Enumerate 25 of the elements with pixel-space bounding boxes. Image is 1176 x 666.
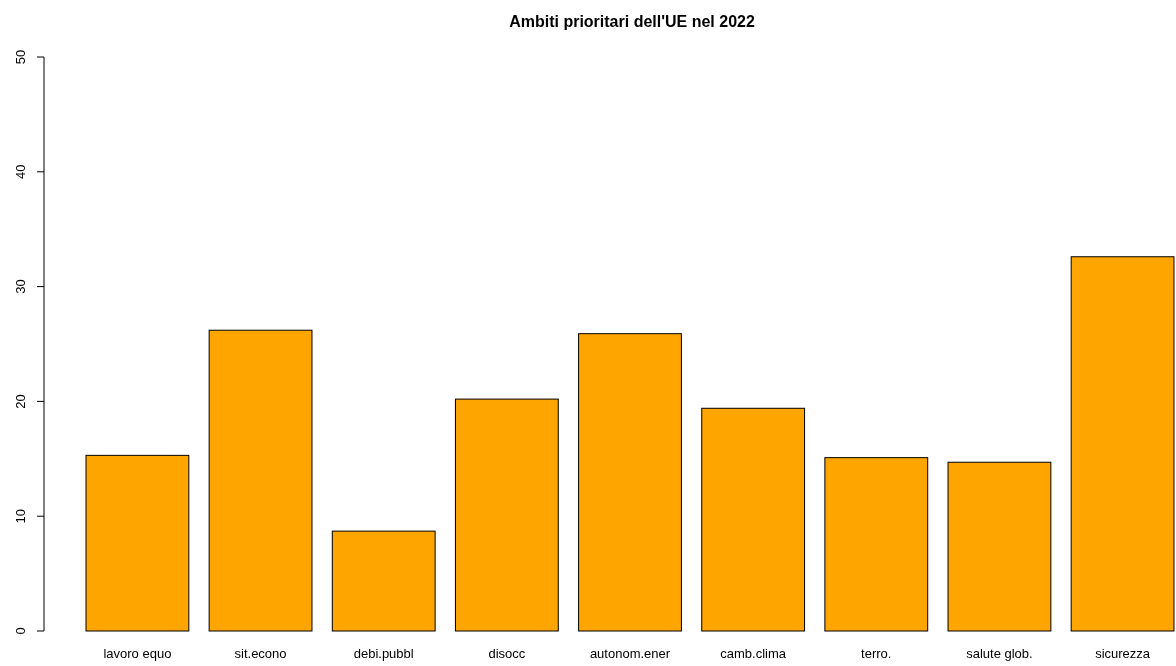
bar (331, 530, 436, 632)
x-tick-label: camb.clima (720, 646, 787, 661)
bar (578, 333, 682, 632)
x-tick-label: autonom.ener (589, 646, 671, 661)
y-tick-label: 50 (12, 49, 28, 65)
x-tick-label: terro. (861, 646, 892, 661)
x-tick-label: sit.econo (234, 646, 287, 661)
x-tick-label: salute glob. (966, 646, 1033, 661)
y-tick-label: 20 (12, 394, 28, 409)
bar (1070, 256, 1175, 632)
bar (85, 454, 190, 632)
x-tick-label: lavoro equo (103, 646, 172, 661)
bar (824, 457, 929, 632)
x-tick-label: sicurezza (1095, 646, 1151, 661)
y-tick-label: 0 (12, 627, 28, 635)
bar (454, 398, 559, 632)
x-tick-label: disocc (488, 646, 526, 661)
y-tick-label: 40 (12, 164, 28, 180)
bar (701, 407, 806, 632)
chart-title: Ambiti prioritari dell'UE nel 2022 (509, 13, 755, 30)
y-tick-label: 10 (12, 508, 28, 524)
y-tick-label: 30 (12, 279, 28, 294)
bar (947, 461, 1052, 632)
bar (208, 329, 313, 632)
x-tick-label: debi.pubbl (353, 646, 414, 661)
